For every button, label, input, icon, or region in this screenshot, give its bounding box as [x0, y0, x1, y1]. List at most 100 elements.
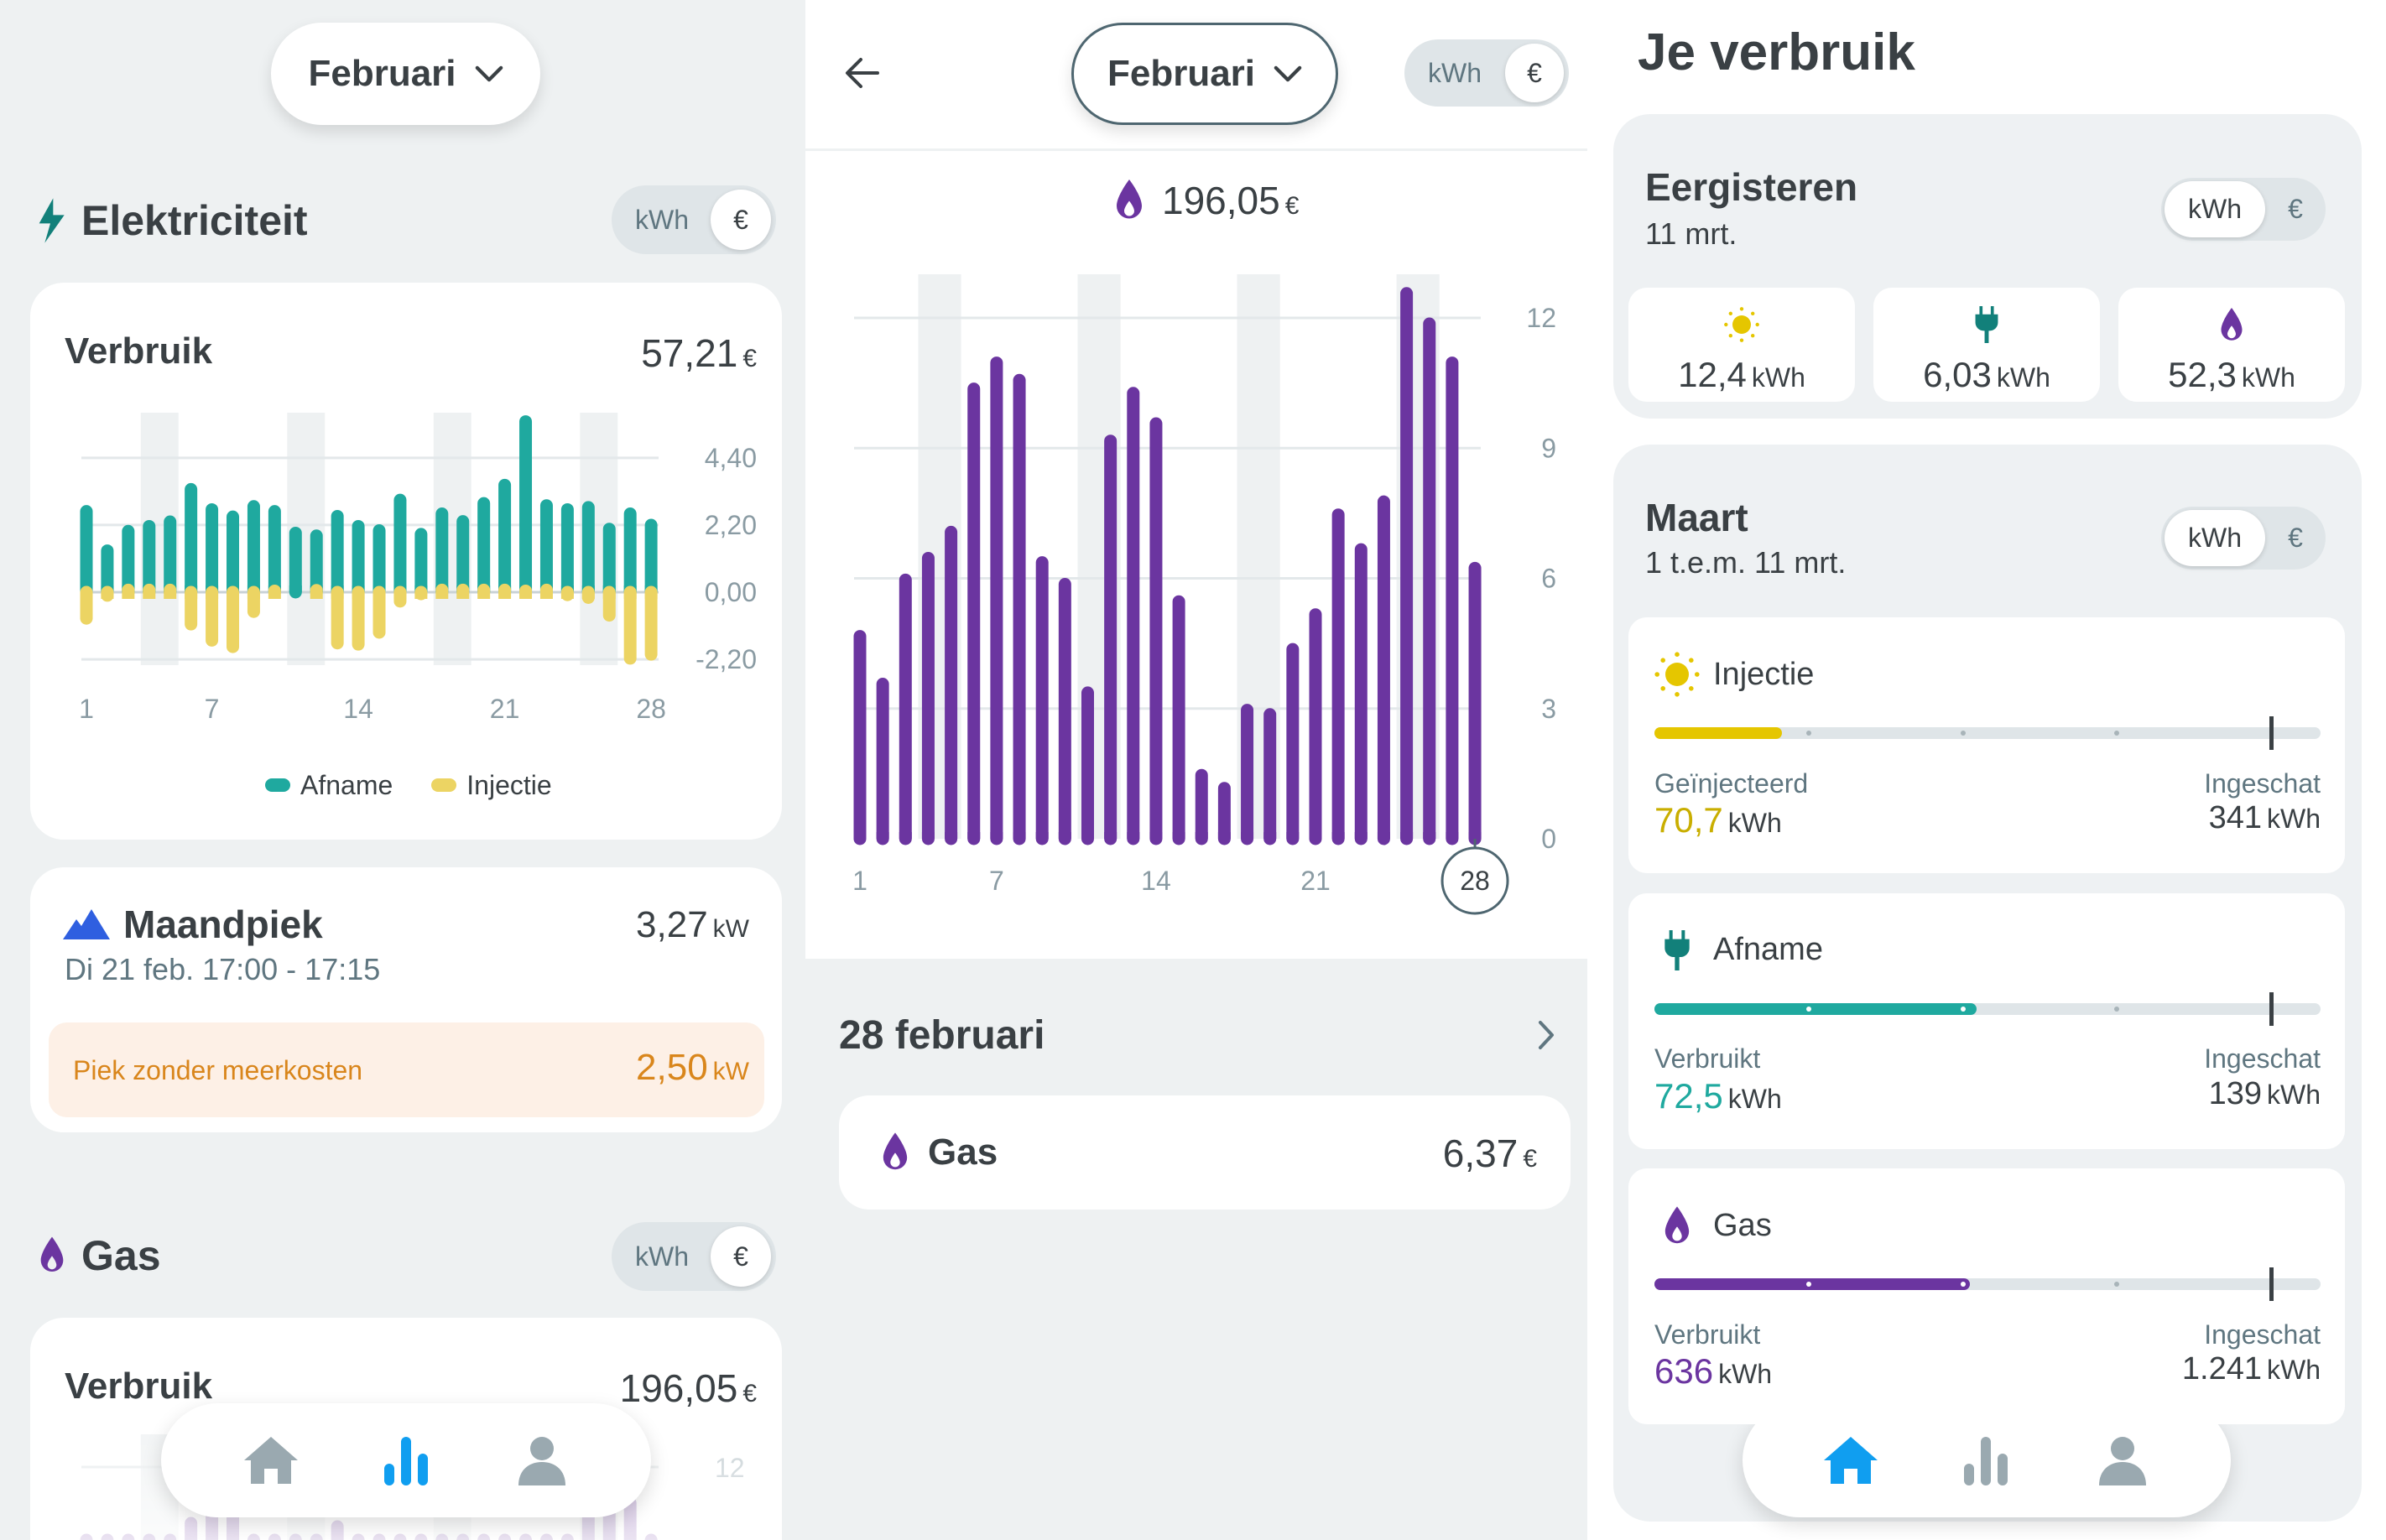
toggle-eur[interactable]: €	[2288, 523, 2303, 553]
profile-icon[interactable]	[512, 1435, 572, 1485]
x-tick-label: 21	[490, 694, 520, 724]
bar-injectie-base	[498, 592, 512, 599]
tile-unit: kWh	[1751, 362, 1805, 393]
profile-icon[interactable]	[2092, 1435, 2153, 1485]
estimate-marker	[2269, 991, 2274, 1026]
progress-tick	[1960, 731, 1966, 736]
bar-gas-base	[1354, 832, 1368, 839]
x-tick-label[interactable]: 28	[1460, 866, 1490, 896]
month-selector[interactable]: Februari	[271, 23, 540, 125]
y-tick-label: 6	[1541, 564, 1556, 594]
progress-fill	[1654, 727, 1783, 739]
bar-injectie-base	[602, 592, 616, 599]
tile-number: 12,4	[1678, 355, 1747, 394]
bar-gas-base	[1400, 832, 1414, 839]
bar-gas-base	[990, 832, 1003, 839]
gas-chart[interactable]: 12 9 6 3 0 1 7 14 21 28	[805, 0, 1587, 959]
toggle-kwh[interactable]: kWh	[635, 204, 689, 235]
selected-day-marker[interactable]	[1440, 846, 1509, 915]
used-number: 72,5	[1654, 1075, 1723, 1116]
chart-legend: Afname Injectie	[265, 768, 552, 802]
y-tick-label: 12	[1526, 303, 1556, 333]
flame-icon	[39, 1235, 65, 1275]
tile-value: 6,03 kWh	[1873, 355, 2100, 398]
unit-toggle[interactable]: kWh €	[1404, 39, 1569, 107]
sun-icon	[1723, 306, 1760, 343]
chevron-right-icon[interactable]	[1538, 1020, 1555, 1050]
flame-icon	[1663, 1204, 1691, 1247]
item-label: Injectie	[1713, 656, 1815, 692]
total-unit: €	[742, 345, 757, 372]
bar-injectie-base	[477, 592, 491, 599]
sun-icon	[1654, 651, 1701, 698]
x-tick-label: 7	[989, 866, 1004, 896]
peak-date: Di 21 feb. 17:00 - 17:15	[65, 952, 381, 986]
used-label: Verbruikt	[1654, 1319, 1761, 1350]
bar-gas-base	[1035, 832, 1049, 839]
used-label: Geïnjecteerd	[1654, 767, 1809, 799]
bar-gas-base	[967, 832, 981, 839]
toggle-eur[interactable]: €	[711, 1226, 771, 1287]
home-icon[interactable]	[241, 1435, 301, 1485]
gas-unit-toggle[interactable]: kWh €	[612, 1222, 776, 1291]
electricity-unit-toggle[interactable]: kWh €	[612, 185, 776, 254]
bar-gas-base	[1468, 832, 1482, 839]
flame-icon	[2219, 306, 2244, 343]
toggle-kwh[interactable]: kWh	[1428, 57, 1482, 88]
month-selector[interactable]: Februari	[1071, 23, 1338, 125]
bar-afname-base	[289, 585, 302, 592]
bar-gas-base	[1423, 832, 1436, 839]
gas-row-label: Gas	[928, 1132, 998, 1173]
bar-gas-base	[945, 832, 958, 839]
electricity-chart: 4,40 2,20 0,00 -2,20 1 7 14 21 28	[79, 413, 757, 724]
toggle-eur[interactable]: €	[2288, 194, 2303, 224]
estimate-value: 1.241 kWh	[2182, 1351, 2321, 1395]
toggle-kwh[interactable]: kWh	[2165, 510, 2265, 566]
month-title: Maart	[1645, 496, 1748, 539]
total-value: 196,05	[1162, 179, 1280, 222]
gas-row-number: 6,37	[1442, 1132, 1519, 1175]
bar-gas-base	[899, 832, 912, 839]
peak-unit: kW	[712, 915, 749, 943]
toggle-kwh[interactable]: kWh	[2165, 181, 2265, 237]
bar-injectie-base	[644, 592, 658, 599]
used-number: 636	[1654, 1351, 1714, 1391]
estimate-number: 341	[2208, 800, 2262, 835]
progress-tick	[2114, 1006, 2120, 1012]
y-tick-label: 9	[1541, 433, 1556, 463]
month-item-injectie[interactable]: Injectie Geïnjecteerd Ingeschat 70,7 kWh …	[1628, 617, 2345, 873]
month-item-gas[interactable]: Gas Verbruikt Ingeschat 636 kWh 1.241 kWh	[1628, 1168, 2345, 1424]
bar-injectie-base	[122, 592, 135, 599]
bar-injectie-base	[331, 592, 344, 599]
y-tick-label: 3	[1541, 694, 1556, 724]
estimate-marker	[2269, 716, 2274, 750]
x-tick-label: 1	[852, 866, 867, 896]
yesterday-unit-toggle[interactable]: kWh €	[2161, 178, 2326, 241]
gas-row-unit: €	[1523, 1145, 1537, 1173]
gas-day-row[interactable]	[839, 1095, 1571, 1210]
progress-tick	[1960, 1006, 1966, 1012]
progress-bar	[1654, 716, 2321, 750]
tile-number: 6,03	[1923, 355, 1992, 394]
month-unit-toggle[interactable]: kWh €	[2161, 507, 2326, 570]
bar-injectie-base	[143, 592, 156, 599]
bottom-nav	[161, 1403, 651, 1517]
bar-gas-base	[1172, 832, 1185, 839]
month-item-afname[interactable]: Afname Verbruikt Ingeschat 72,5 kWh 139 kW…	[1628, 892, 2345, 1149]
toggle-eur[interactable]: €	[711, 190, 771, 250]
progress-tick	[1960, 1282, 1966, 1287]
day-title: 28 februari	[839, 1012, 1045, 1058]
x-tick-label: 21	[1300, 866, 1331, 896]
bar-injectie-base	[372, 592, 386, 599]
toggle-kwh[interactable]: kWh	[635, 1241, 689, 1272]
stats-icon[interactable]	[376, 1435, 436, 1485]
stats-icon[interactable]	[1956, 1435, 2016, 1485]
progress-fill	[1654, 1002, 1977, 1015]
plug-icon	[1974, 306, 1999, 343]
back-arrow-icon[interactable]	[844, 55, 881, 91]
yesterday-tile: 6,03 kWh	[1873, 288, 2100, 402]
bar-injectie-base	[519, 592, 533, 599]
home-icon[interactable]	[1821, 1435, 1881, 1485]
estimate-marker	[2269, 1267, 2274, 1301]
toggle-eur[interactable]: €	[1505, 44, 1564, 102]
